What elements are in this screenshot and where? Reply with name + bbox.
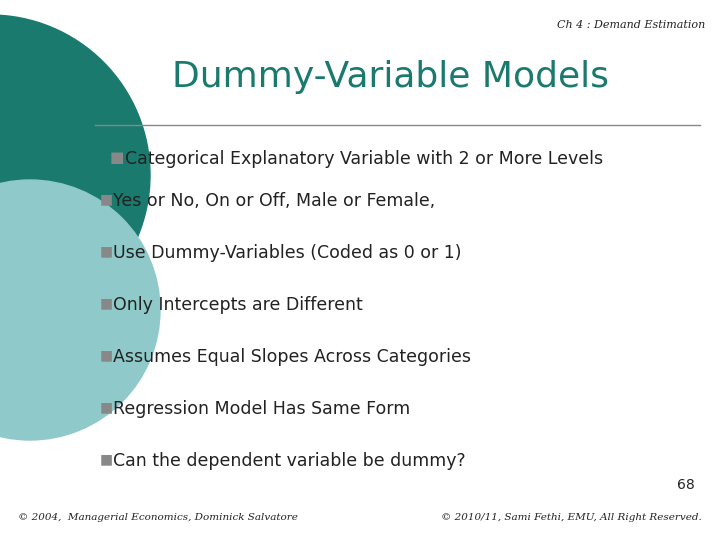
Text: © 2004,  Managerial Economics, Dominick Salvatore: © 2004, Managerial Economics, Dominick S… [18, 513, 298, 522]
Circle shape [0, 180, 160, 440]
Text: ■: ■ [100, 192, 113, 206]
Text: ■: ■ [100, 400, 113, 414]
Text: Regression Model Has Same Form: Regression Model Has Same Form [113, 400, 410, 418]
Text: Only Intercepts are Different: Only Intercepts are Different [113, 296, 363, 314]
Text: Categorical Explanatory Variable with 2 or More Levels: Categorical Explanatory Variable with 2 … [125, 150, 603, 168]
Text: Assumes Equal Slopes Across Categories: Assumes Equal Slopes Across Categories [113, 348, 471, 366]
Text: ■: ■ [100, 244, 113, 258]
Text: © 2010/11, Sami Fethi, EMU, All Right Reserved.: © 2010/11, Sami Fethi, EMU, All Right Re… [441, 513, 702, 522]
Text: Yes or No, On or Off, Male or Female,: Yes or No, On or Off, Male or Female, [113, 192, 436, 210]
Text: Can the dependent variable be dummy?: Can the dependent variable be dummy? [113, 452, 466, 470]
Text: ■: ■ [100, 296, 113, 310]
Text: Ch 4 : Demand Estimation: Ch 4 : Demand Estimation [557, 20, 705, 30]
Text: Dummy-Variable Models: Dummy-Variable Models [171, 60, 608, 94]
Text: ■: ■ [100, 348, 113, 362]
Text: ■: ■ [110, 150, 125, 165]
Text: ■: ■ [100, 452, 113, 466]
Text: 68: 68 [678, 478, 695, 492]
Text: Use Dummy-Variables (Coded as 0 or 1): Use Dummy-Variables (Coded as 0 or 1) [113, 244, 462, 262]
Circle shape [0, 15, 150, 335]
